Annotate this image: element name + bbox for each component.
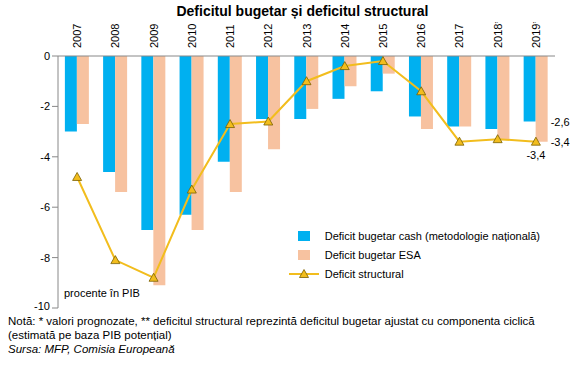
svg-text:2014: 2014 (339, 24, 351, 48)
html-text:Notă: * valori prognozate, **: Notă: * valori prognozate, ** deficitul … (8, 315, 535, 341)
svg-text:2017: 2017 (453, 24, 465, 48)
svg-text:-3,4: -3,4 (551, 136, 570, 148)
svg-text:2013: 2013 (301, 24, 313, 48)
svg-text:-8: -8 (40, 252, 50, 264)
svg-text:-4: -4 (40, 151, 50, 163)
svg-text:-2,6: -2,6 (551, 116, 570, 128)
svg-text:2011: 2011 (224, 24, 236, 48)
svg-text:-6: -6 (40, 201, 50, 213)
svg-text:-10: -10 (34, 300, 50, 312)
svg-text:-2: -2 (40, 100, 50, 112)
svg-text:2009: 2009 (148, 24, 160, 48)
svg-text:2018*: 2018* (492, 22, 504, 48)
html-text:Deficitul bugetar și deficitul: Deficitul bugetar și deficitul structura… (176, 3, 429, 19)
svg-text:2015: 2015 (377, 24, 389, 48)
svg-text:2007: 2007 (71, 24, 83, 48)
html-text:Deficit bugetar ESA: Deficit bugetar ESA (324, 248, 421, 261)
html-text:Deficit bugetar cash (metodolo: Deficit bugetar cash (metodologie națion… (324, 229, 540, 242)
html-text:procente în PIB: procente în PIB (64, 287, 140, 299)
svg-text:2012: 2012 (262, 24, 274, 48)
svg-text:2008: 2008 (109, 24, 121, 48)
svg-text:2019*: 2019* (530, 22, 542, 48)
svg-text:0: 0 (44, 50, 50, 62)
svg-text:-3,4: -3,4 (526, 149, 545, 161)
html-text:Sursa: MFP, Comisia Europeană: Sursa: MFP, Comisia Europeană (8, 343, 175, 355)
svg-text:2016: 2016 (415, 24, 427, 48)
html-text:Deficit structural: Deficit structural (324, 267, 404, 280)
svg-text:2010: 2010 (186, 24, 198, 48)
